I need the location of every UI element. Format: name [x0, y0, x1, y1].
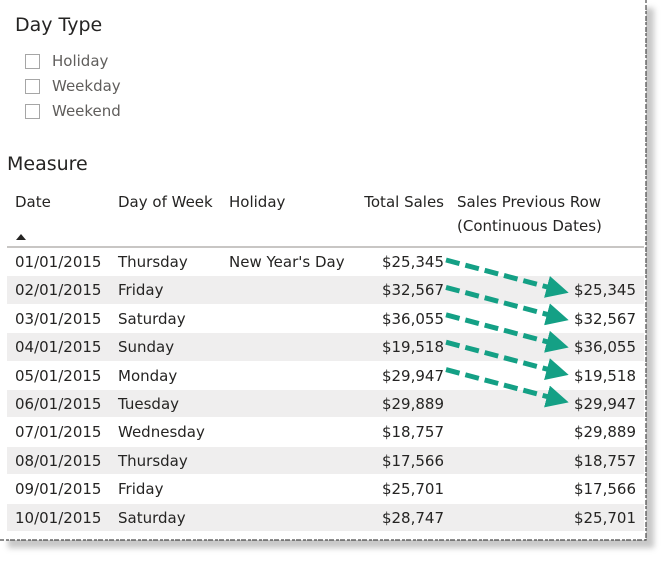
cell-date: 02/01/2015: [15, 281, 102, 300]
cell-date: 01/01/2015: [15, 253, 102, 271]
cell-sales-previous-row: $28,747: [574, 535, 636, 540]
header-line-2: (Continuous Dates): [457, 217, 602, 235]
cell-day-of-week: Saturday: [118, 309, 186, 328]
checkbox-holiday[interactable]: [25, 53, 40, 69]
cell-date: 09/01/2015: [15, 480, 102, 499]
table-row[interactable]: 07/01/2015 Wednesday $18,757 $29,889: [7, 418, 644, 447]
measure-table: Date Day of Week Holiday Total Sales Sal…: [7, 186, 644, 540]
table-title: Measure: [7, 153, 88, 175]
cell-sales-previous-row: $25,701: [573, 508, 636, 527]
cell-date: 07/01/2015: [15, 423, 102, 442]
table-row[interactable]: 09/01/2015 Friday $25,701 $17,566: [7, 475, 644, 504]
header-line-1: Sales Previous Row: [457, 193, 602, 211]
slicer-option-label: Holiday: [52, 52, 109, 70]
cell-day-of-week: Tuesday: [118, 394, 180, 413]
cell-sales-previous-row: $18,757: [573, 451, 636, 470]
cell-date: 08/01/2015: [15, 451, 102, 470]
cell-day-of-week: Wednesday: [118, 423, 205, 442]
cell-day-of-week: Sunday: [118, 535, 174, 540]
slicer-option-label: Weekend: [52, 102, 121, 120]
column-header-total-sales[interactable]: Total Sales: [364, 193, 444, 211]
column-header-sales-previous-row[interactable]: Sales Previous Row (Continuous Dates): [457, 190, 602, 238]
cell-date: 10/01/2015: [15, 508, 102, 527]
cell-total-sales: $63,560: [382, 535, 444, 540]
report-canvas: Day Type Holiday Weekday Weekend Measure…: [7, 14, 644, 540]
cell-total-sales: $25,345: [381, 253, 444, 271]
cell-day-of-week: Friday: [118, 480, 164, 499]
cell-date: 03/01/2015: [15, 309, 102, 328]
cell-day-of-week: Thursday: [118, 253, 188, 271]
table-row[interactable]: 05/01/2015 Monday $29,947 $19,518: [7, 362, 644, 390]
cell-sales-previous-row: $36,055: [573, 338, 636, 357]
cell-day-of-week: Friday: [118, 281, 164, 300]
table-body: 01/01/2015 Thursday New Year's Day $25,345 0…: [7, 248, 644, 540]
table-row[interactable]: 11/01/2015 Sunday $63,560 $28,747: [7, 532, 644, 540]
slicer-option-weekday[interactable]: Weekday: [25, 76, 121, 96]
cell-sales-previous-row: $32,567: [573, 309, 636, 328]
column-header-date[interactable]: Date: [15, 193, 51, 211]
table-row[interactable]: 02/01/2015 Friday $32,567 $25,345: [7, 276, 644, 305]
table-row[interactable]: 06/01/2015 Tuesday $29,889 $29,947: [7, 389, 644, 419]
cell-sales-previous-row: $17,566: [573, 480, 636, 499]
table-row[interactable]: 04/01/2015 Sunday $19,518 $36,055: [7, 333, 644, 362]
cell-date: 05/01/2015: [15, 366, 102, 385]
slicer-title: Day Type: [15, 14, 103, 36]
sort-ascending-icon[interactable]: [16, 234, 26, 240]
cell-total-sales: $32,567: [381, 281, 444, 300]
table-header: Date Day of Week Holiday Total Sales Sal…: [7, 186, 644, 248]
cell-sales-previous-row: $25,345: [573, 281, 636, 300]
cell-total-sales: $18,757: [381, 423, 444, 442]
cell-total-sales: $28,747: [381, 508, 444, 527]
cell-holiday: New Year's Day: [229, 253, 345, 271]
slicer-option-holiday[interactable]: Holiday: [25, 51, 108, 71]
cell-total-sales: $17,566: [381, 451, 444, 470]
cell-day-of-week: Thursday: [118, 451, 188, 470]
cell-sales-previous-row: $19,518: [573, 366, 636, 385]
table-row[interactable]: 03/01/2015 Saturday $36,055 $32,567: [7, 305, 644, 334]
cell-sales-previous-row: $29,889: [573, 423, 636, 442]
checkbox-weekend[interactable]: [25, 103, 40, 119]
cell-day-of-week: Sunday: [118, 338, 175, 357]
cell-day-of-week: Monday: [118, 366, 178, 385]
cell-total-sales: $25,701: [381, 480, 444, 499]
table-row[interactable]: 10/01/2015 Saturday $28,747 $25,701: [7, 503, 644, 532]
cell-day-of-week: Saturday: [118, 508, 186, 527]
cell-date: 06/01/2015: [15, 394, 102, 413]
column-header-day-of-week[interactable]: Day of Week: [118, 193, 213, 211]
cell-date: 11/01/2015: [15, 535, 101, 540]
table-row[interactable]: 08/01/2015 Thursday $17,566 $18,757: [7, 446, 644, 476]
cell-total-sales: $29,889: [381, 394, 444, 413]
cell-sales-previous-row: $29,947: [573, 394, 636, 413]
cell-total-sales: $19,518: [381, 338, 444, 357]
slicer-option-weekend[interactable]: Weekend: [25, 101, 121, 121]
cell-total-sales: $29,947: [381, 366, 444, 385]
table-row[interactable]: 01/01/2015 Thursday New Year's Day $25,345: [7, 248, 644, 277]
cell-date: 04/01/2015: [15, 338, 102, 357]
checkbox-weekday[interactable]: [25, 78, 40, 94]
slicer-option-label: Weekday: [52, 77, 121, 95]
cell-total-sales: $36,055: [381, 309, 444, 328]
column-header-holiday[interactable]: Holiday: [229, 193, 286, 211]
